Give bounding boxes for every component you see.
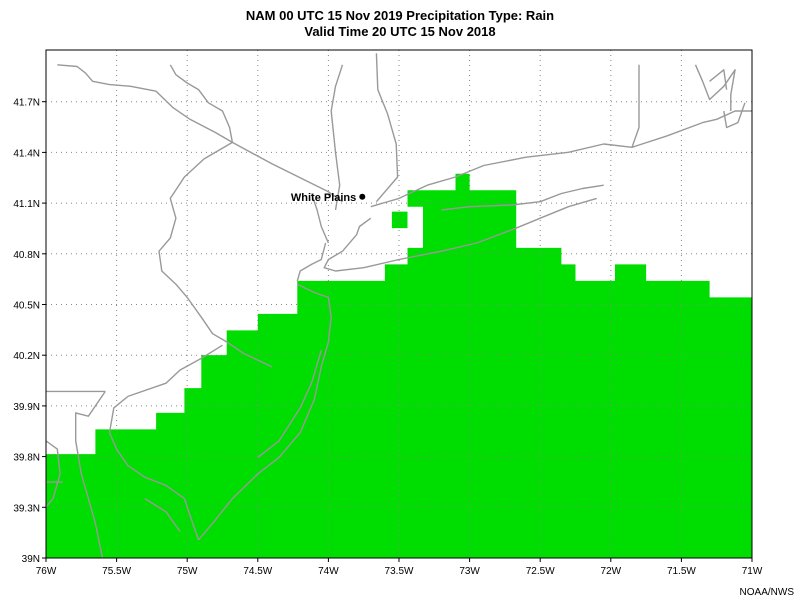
state-coastline-borders xyxy=(46,53,752,558)
boundary-line xyxy=(46,440,61,508)
y-tick-label: 39.9N xyxy=(13,402,40,413)
boundary-line xyxy=(108,395,200,541)
boundary-line xyxy=(74,391,106,558)
boundary-line xyxy=(323,197,597,272)
y-tick-label: 39.3N xyxy=(13,503,40,514)
boundary-line xyxy=(694,64,736,111)
y-tick-label: 41.4N xyxy=(13,148,40,159)
x-tick-label: 74.5W xyxy=(243,566,272,577)
boundary-line xyxy=(197,283,332,541)
y-tick-label: 40.5N xyxy=(13,301,40,312)
rain-area-cell xyxy=(391,211,408,229)
x-tick-label: 75.5W xyxy=(102,566,131,577)
city-dot-icon xyxy=(359,193,366,200)
x-tick-label: 73.5W xyxy=(385,566,414,577)
boundary-line xyxy=(631,64,640,148)
y-tick-label: 40.2N xyxy=(13,351,40,362)
credit-label: NOAA/NWS xyxy=(739,587,794,598)
x-tick-label: 71.5W xyxy=(667,566,696,577)
longitude-labels: 76W 75.5W 75W 74.5W 74W 73.5W 73W 72.5W 72W 71.5W… xyxy=(36,566,763,577)
latitude-labels: 39N 39.3N 39.8N 39.9N 40.2N 40.5N 40.8N 41.1N 41… xyxy=(13,98,40,565)
x-tick-label: 76W xyxy=(36,566,57,577)
boundary-line xyxy=(127,344,223,398)
boundary-line xyxy=(709,69,728,90)
map-title-line-1: NAM 00 UTC 15 Nov 2019 Precipitation Typ… xyxy=(245,8,555,23)
axis-tick-marks xyxy=(42,101,753,562)
boundary-line xyxy=(723,102,746,129)
map-title-line-2: Valid Time 20 UTC 15 Nov 2018 xyxy=(304,24,496,39)
x-tick-label: 72.5W xyxy=(526,566,555,577)
city-marker-group: White Plains xyxy=(291,192,366,204)
y-tick-label: 40.8N xyxy=(13,250,40,261)
y-tick-label: 41.7N xyxy=(13,98,40,109)
boundary-line xyxy=(310,193,330,244)
boundary-line xyxy=(169,64,234,143)
x-tick-label: 72W xyxy=(601,566,622,577)
city-label: White Plains xyxy=(291,192,356,204)
boundary-line xyxy=(57,64,343,203)
y-tick-label: 39.8N xyxy=(13,453,40,464)
x-tick-label: 73W xyxy=(459,566,480,577)
boundary-line xyxy=(296,242,327,282)
x-tick-label: 75W xyxy=(177,566,198,577)
boundary-line xyxy=(375,53,399,203)
y-tick-label: 39N xyxy=(22,554,40,565)
boundary-line xyxy=(158,141,273,368)
boundary-line xyxy=(370,110,752,208)
boundary-line xyxy=(144,498,181,533)
x-tick-label: 71W xyxy=(742,566,763,577)
x-tick-label: 74W xyxy=(318,566,339,577)
boundary-line xyxy=(330,64,344,211)
boundary-line xyxy=(441,184,604,211)
boundary-line xyxy=(257,350,322,458)
y-tick-label: 41.1N xyxy=(13,199,40,210)
